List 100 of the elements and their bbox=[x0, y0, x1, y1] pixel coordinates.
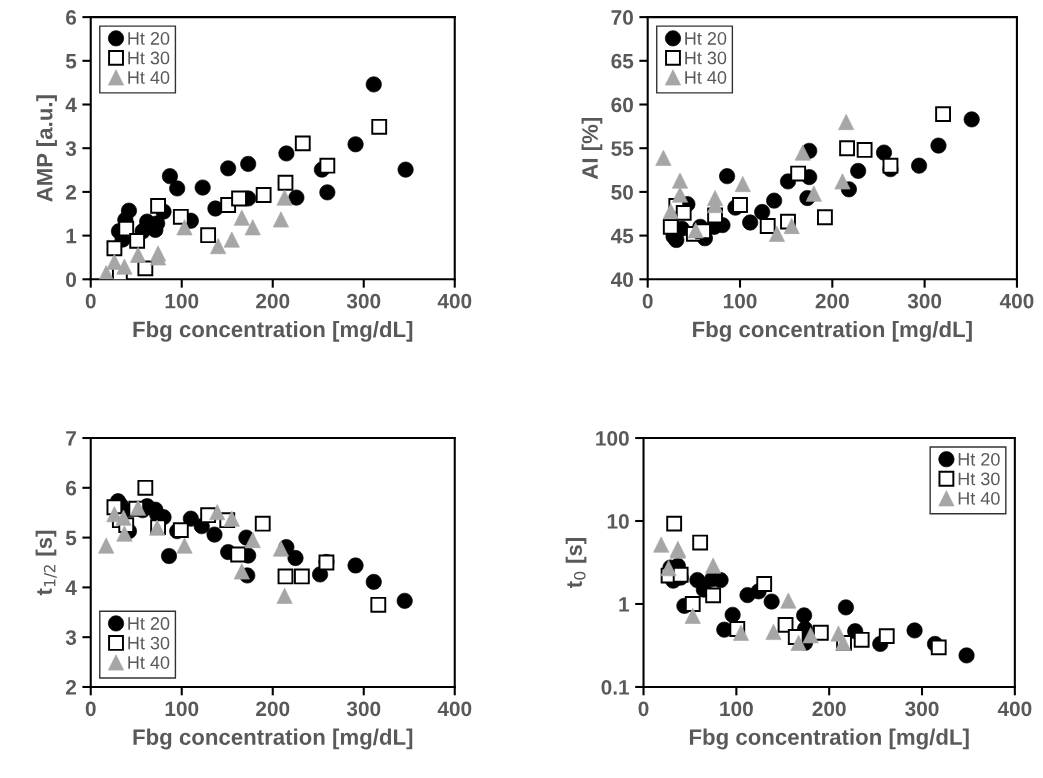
point bbox=[172, 208, 189, 225]
x-tick-label: 300 bbox=[905, 701, 939, 717]
point bbox=[732, 197, 748, 213]
point bbox=[106, 240, 123, 257]
y-tick-label: 100 bbox=[596, 431, 629, 446]
point bbox=[906, 622, 923, 639]
point bbox=[319, 157, 336, 174]
x-axis-title: Fbg concentration [mg/dL] bbox=[689, 728, 969, 750]
point bbox=[783, 218, 800, 234]
legend-label: Ht 30 bbox=[685, 51, 727, 65]
y-tick-label: 2 bbox=[65, 679, 77, 695]
legend-label: Ht 20 bbox=[128, 617, 170, 630]
legend-label: Ht 30 bbox=[958, 472, 1000, 486]
point bbox=[277, 174, 294, 191]
y-axis-title: t$_{0}$ [s] bbox=[565, 538, 587, 588]
point bbox=[231, 190, 247, 207]
x-tick-label: 400 bbox=[999, 293, 1034, 309]
point bbox=[684, 596, 701, 612]
point bbox=[294, 135, 311, 152]
legend-label: Ht 20 bbox=[685, 32, 727, 45]
legend-label: Ht 40 bbox=[128, 656, 170, 669]
y-axis-title: t$_{1/2}$ [s] bbox=[35, 530, 57, 596]
x-tick-label: 200 bbox=[256, 701, 290, 717]
x-axis-title: Fbg concentration [mg/dL] bbox=[133, 320, 413, 342]
y-axis-title: AMP [a.u.] bbox=[36, 95, 57, 202]
y-tick-label: 50 bbox=[611, 184, 633, 200]
point bbox=[705, 587, 722, 604]
point bbox=[666, 515, 683, 532]
x-tick-label: 0 bbox=[85, 701, 96, 717]
x-axis-title: Fbg concentration [mg/dL] bbox=[693, 320, 972, 342]
point bbox=[118, 220, 135, 237]
point bbox=[371, 118, 388, 135]
x-tick-label: 100 bbox=[165, 293, 199, 309]
point bbox=[244, 532, 261, 549]
point bbox=[169, 180, 186, 197]
x-tick-label: 200 bbox=[815, 293, 849, 309]
point bbox=[370, 596, 387, 613]
point bbox=[254, 515, 271, 532]
x-tick-label: 0 bbox=[85, 293, 96, 309]
y-tick-label: 4 bbox=[65, 97, 77, 113]
x-tick-label: 400 bbox=[437, 701, 472, 717]
point bbox=[129, 232, 146, 249]
y-tick-label: 5 bbox=[65, 54, 77, 69]
point bbox=[794, 144, 811, 161]
y-tick-label: 0 bbox=[66, 272, 76, 288]
point bbox=[692, 534, 709, 551]
y-tick-label: 7 bbox=[66, 431, 76, 446]
point bbox=[675, 204, 692, 221]
y-tick-label: 70 bbox=[611, 10, 633, 25]
y-tick-label: 10 bbox=[607, 514, 629, 529]
x-tick-label: 100 bbox=[723, 293, 757, 309]
y-tick-label: 55 bbox=[611, 141, 634, 156]
point bbox=[930, 137, 947, 154]
y-tick-label: 6 bbox=[66, 10, 77, 25]
point bbox=[930, 639, 947, 656]
x-tick-label: 300 bbox=[346, 701, 381, 717]
point bbox=[230, 546, 247, 563]
point bbox=[802, 627, 819, 644]
point bbox=[817, 209, 833, 226]
y-tick-label: 60 bbox=[611, 97, 633, 113]
legend-label: Ht 40 bbox=[958, 492, 1000, 505]
point bbox=[137, 479, 154, 496]
x-tick-label: 200 bbox=[256, 293, 290, 309]
y-tick-label: 45 bbox=[610, 228, 634, 244]
legend-label: Ht 30 bbox=[128, 636, 170, 650]
y-tick-label: 4 bbox=[65, 580, 77, 595]
x-tick-label: 400 bbox=[437, 293, 472, 309]
legend-label: Ht 20 bbox=[128, 32, 170, 45]
legend-label: Ht 40 bbox=[128, 71, 170, 84]
y-tick-label: 40 bbox=[610, 272, 633, 288]
y-tick-label: 3 bbox=[65, 630, 77, 645]
point bbox=[756, 576, 773, 592]
x-axis-title: Fbg concentration [mg/dL] bbox=[133, 728, 413, 750]
x-tick-label: 100 bbox=[165, 701, 199, 717]
y-tick-label: 65 bbox=[611, 53, 634, 69]
point bbox=[210, 238, 227, 255]
x-tick-label: 300 bbox=[346, 293, 381, 309]
x-tick-label: 100 bbox=[720, 701, 753, 717]
point bbox=[200, 227, 217, 244]
x-tick-label: 0 bbox=[638, 701, 649, 717]
y-tick-label: 6 bbox=[66, 480, 77, 496]
y-axis-title: AI [%] bbox=[581, 117, 603, 180]
y-tick-label: 2 bbox=[65, 184, 77, 200]
point bbox=[293, 568, 310, 585]
point bbox=[790, 165, 807, 182]
y-tick-label: 3 bbox=[65, 141, 77, 156]
x-tick-label: 200 bbox=[812, 701, 846, 717]
point bbox=[882, 157, 899, 174]
x-tick-label: 0 bbox=[642, 293, 653, 309]
legend-label: Ht 20 bbox=[958, 452, 1000, 466]
y-tick-label: 5 bbox=[65, 530, 77, 546]
y-tick-label: 1 bbox=[66, 228, 77, 244]
y-tick-label: 0.1 bbox=[601, 679, 630, 695]
x-tick-label: 300 bbox=[907, 293, 942, 309]
x-tick-label: 400 bbox=[997, 701, 1032, 717]
point bbox=[150, 197, 166, 214]
point bbox=[277, 568, 294, 585]
point bbox=[839, 140, 855, 157]
point bbox=[790, 634, 807, 651]
point bbox=[878, 628, 895, 645]
